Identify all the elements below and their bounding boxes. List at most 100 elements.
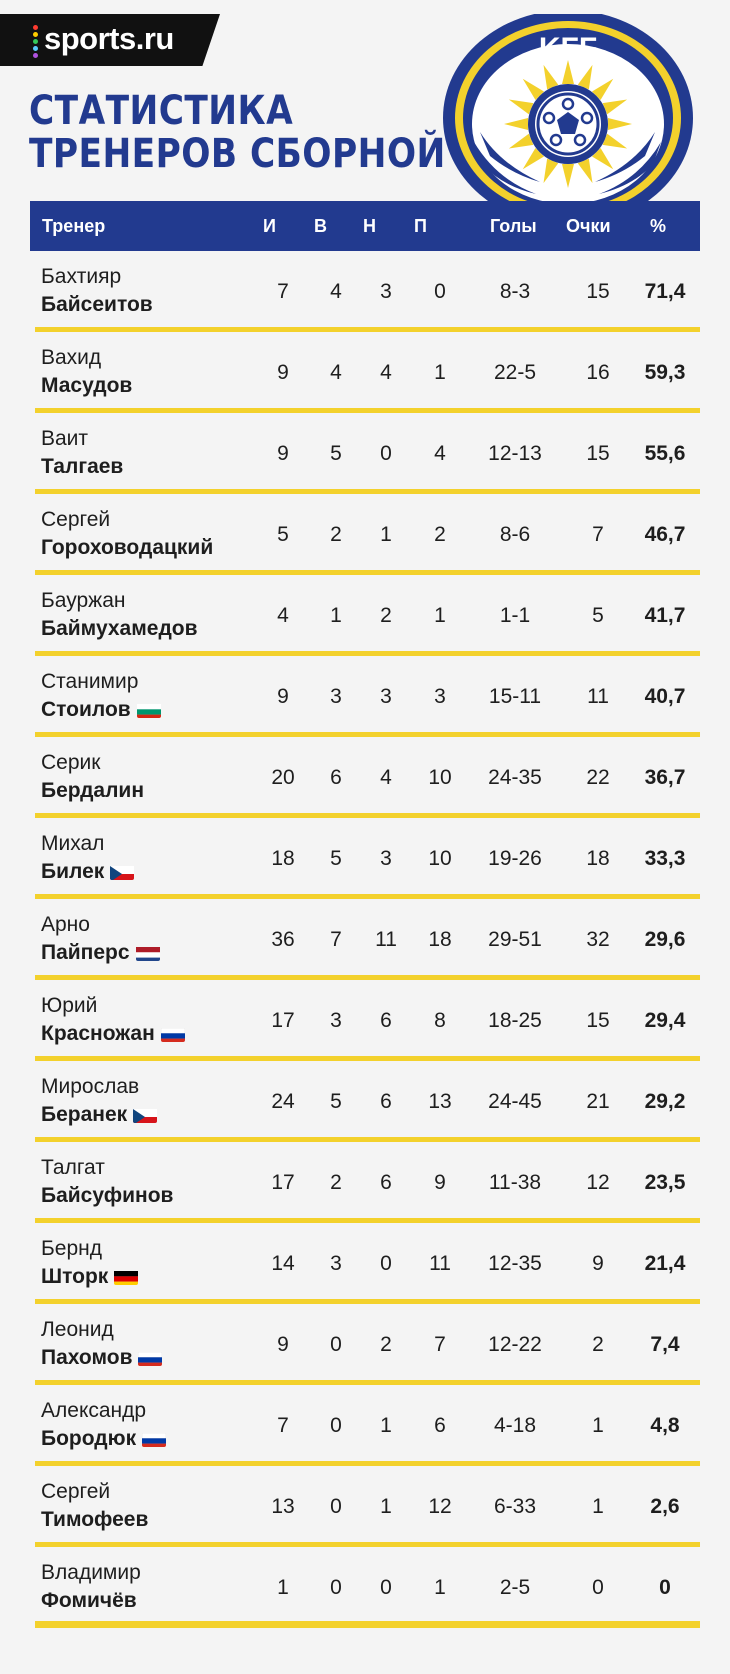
coach-last-name-text: Красножан <box>41 1022 155 1045</box>
cell-pct: 21,4 <box>644 1252 686 1275</box>
cell-losses: 2 <box>434 523 446 546</box>
cell-wins: 2 <box>330 1171 342 1194</box>
logo-dots-icon <box>33 25 39 60</box>
cell-draws: 4 <box>380 361 392 384</box>
coach-last-name-text: Масудов <box>41 374 133 397</box>
cell-points: 21 <box>586 1090 610 1113</box>
cell-goals: 18-25 <box>488 1009 542 1032</box>
cell-points: 12 <box>586 1171 610 1194</box>
sports-ru-logo[interactable]: sports.ru <box>0 14 220 66</box>
cell-points: 15 <box>586 1009 610 1032</box>
emblem-kff-text: KFF <box>539 32 597 65</box>
coach-last-name-text: Шторк <box>41 1265 109 1288</box>
cell-games: 9 <box>277 1333 289 1356</box>
coach-last-name: Талгаев <box>41 455 123 479</box>
cell-draws: 6 <box>380 1090 392 1113</box>
cell-goals: 1-1 <box>499 604 531 627</box>
cell-goals: 29-51 <box>488 928 542 951</box>
row-divider <box>35 1056 700 1061</box>
cell-draws: 1 <box>380 1495 392 1518</box>
cell-games: 14 <box>271 1252 295 1275</box>
coach-first-name: Сергей <box>41 1480 111 1503</box>
cell-losses: 1 <box>434 604 446 627</box>
coach-last-name: Масудов <box>41 374 132 398</box>
coach-last-name: Байсеитов <box>41 293 153 317</box>
row-divider <box>35 813 700 818</box>
coach-first-name: Станимир <box>41 670 139 693</box>
cell-points: 7 <box>592 523 604 546</box>
page-title: СТАТИСТИКА ТРЕНЕРОВ СБОРНОЙ <box>29 90 446 176</box>
coach-first-name: Серик <box>41 751 101 774</box>
coach-last-name-text: Пайперс <box>41 941 130 964</box>
coach-first-name: Юрий <box>41 994 98 1017</box>
coach-last-name: Гороховодацкий <box>41 536 213 560</box>
row-divider <box>35 1218 700 1223</box>
table-row: Леонид Пахомов 9 0 2 7 12-22 2 7,4 <box>35 1304 700 1385</box>
cell-games: 4 <box>277 604 289 627</box>
table-row: Вахид Масудов 9 4 4 1 22-5 16 59,3 <box>35 332 700 413</box>
cell-losses: 1 <box>434 1576 446 1599</box>
row-divider <box>35 489 700 494</box>
cell-wins: 2 <box>330 523 342 546</box>
cell-pct: 0 <box>659 1576 671 1599</box>
kff-emblem-icon: KFF <box>443 14 693 206</box>
row-divider <box>35 1461 700 1466</box>
cell-losses: 3 <box>434 685 446 708</box>
coach-first-name: Мирослав <box>41 1075 140 1098</box>
flag-russia-icon <box>142 1431 167 1447</box>
coach-first-name: Арно <box>41 913 90 936</box>
table-header: Тренер И В Н П Голы Очки % <box>30 201 700 251</box>
flag-czech-icon <box>110 864 135 880</box>
coach-first-name: Леонид <box>41 1318 114 1341</box>
cell-draws: 11 <box>375 928 397 951</box>
cell-games: 9 <box>277 442 289 465</box>
cell-pct: 41,7 <box>644 604 686 627</box>
cell-losses: 10 <box>428 847 452 870</box>
cell-losses: 9 <box>434 1171 446 1194</box>
cell-wins: 5 <box>330 1090 342 1113</box>
flag-germany-icon <box>114 1269 139 1285</box>
coach-last-name: Тимофеев <box>41 1508 148 1532</box>
cell-draws: 4 <box>380 766 392 789</box>
coach-first-name: Вахид <box>41 346 102 369</box>
coach-first-name: Ваит <box>41 427 89 450</box>
cell-pct: 4,8 <box>650 1414 680 1437</box>
flag-netherlands-icon <box>135 945 160 961</box>
cell-goals: 24-35 <box>488 766 542 789</box>
coach-last-name: Бородюк <box>41 1427 167 1451</box>
coach-last-name: Стоилов <box>41 698 161 722</box>
table-row: Владимир Фомичёв 1 0 0 1 2-5 0 0 <box>35 1547 700 1628</box>
cell-games: 1 <box>277 1576 289 1599</box>
cell-points: 32 <box>586 928 610 951</box>
cell-games: 17 <box>271 1171 295 1194</box>
row-divider <box>35 327 700 332</box>
coach-last-name-text: Баймухамедов <box>41 617 198 640</box>
cell-pct: 29,6 <box>644 928 686 951</box>
table-row: Михал Билек 18 5 3 10 19-26 18 33,3 <box>35 818 700 899</box>
header-coach: Тренер <box>42 216 106 236</box>
coach-last-name-text: Бердалин <box>41 779 145 802</box>
header-pct: % <box>650 216 667 236</box>
table-row: Серик Бердалин 20 6 4 10 24-35 22 36,7 <box>35 737 700 818</box>
coach-first-name: Бахтияр <box>41 265 122 288</box>
cell-draws: 1 <box>380 1414 392 1437</box>
coach-last-name: Беранек <box>41 1103 158 1127</box>
cell-draws: 2 <box>380 604 392 627</box>
coach-last-name-text: Гороховодацкий <box>41 536 214 559</box>
table-row: Бернд Шторк 14 3 0 11 12-35 9 21,4 <box>35 1223 700 1304</box>
cell-wins: 0 <box>330 1414 342 1437</box>
cell-games: 9 <box>277 685 289 708</box>
table-row: Сергей Гороховодацкий 5 2 1 2 8-6 7 46,7 <box>35 494 700 575</box>
header-draws: Н <box>363 216 376 236</box>
header-wins: В <box>314 216 327 236</box>
title-line-1: СТАТИСТИКА <box>29 88 294 134</box>
coach-last-name-text: Байсуфинов <box>41 1184 174 1207</box>
cell-goals: 8-6 <box>499 523 531 546</box>
row-divider <box>35 732 700 737</box>
cell-wins: 7 <box>330 928 342 951</box>
cell-losses: 6 <box>434 1414 446 1437</box>
cell-pct: 29,2 <box>644 1090 686 1113</box>
cell-games: 9 <box>277 361 289 384</box>
cell-goals: 12-35 <box>488 1252 542 1275</box>
coach-last-name-text: Беранек <box>41 1103 128 1126</box>
